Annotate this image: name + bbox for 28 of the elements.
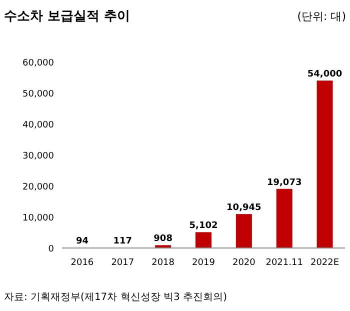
- data-label: 908: [154, 234, 172, 244]
- data-label: 54,000: [307, 70, 342, 80]
- bar: [236, 214, 252, 248]
- y-tick-label: 20,000: [22, 182, 54, 192]
- y-tick-label: 30,000: [22, 152, 54, 162]
- x-tick-label: 2016: [70, 258, 94, 268]
- x-tick-label: 2019: [192, 258, 216, 268]
- y-tick-label: 10,000: [22, 214, 54, 224]
- y-tick-label: 60,000: [22, 58, 54, 68]
- bar: [316, 80, 333, 248]
- data-label: 117: [113, 236, 132, 247]
- x-tick-label: 2020: [232, 258, 256, 268]
- bar: [196, 232, 212, 248]
- x-tick-label: 2021.11: [266, 258, 303, 268]
- bar: [276, 188, 292, 248]
- data-label: 19,073: [266, 178, 302, 188]
- text: 자료: 기획재정부(제17차 혁신성장 빅3 추진회의): [4, 292, 228, 303]
- y-tick-label: 0: [48, 244, 54, 254]
- data-label: 5,102: [189, 221, 218, 232]
- x-tick-label: 2017: [111, 258, 134, 268]
- chart-subtitle: (단위: 대): [297, 10, 346, 23]
- data-label: 10,945: [226, 203, 262, 214]
- y-tick-label: 50,000: [22, 90, 54, 100]
- x-tick-label: 2022E: [310, 258, 340, 268]
- x-tick-label: 2018: [152, 258, 175, 268]
- data-label: 94: [76, 236, 88, 247]
- chart-title: 수소차 보급실적 추이: [4, 9, 130, 24]
- y-tick-label: 40,000: [22, 120, 54, 130]
